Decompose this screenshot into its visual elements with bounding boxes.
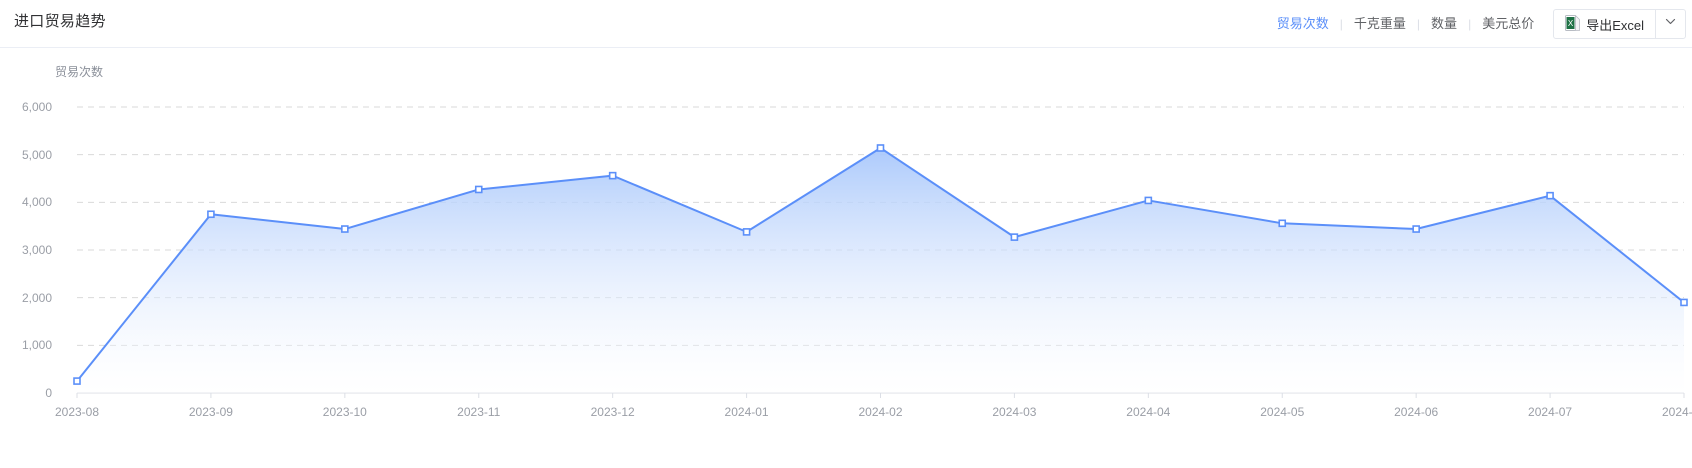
y-axis-tick-label: 6,000 xyxy=(21,100,52,114)
data-point[interactable] xyxy=(207,210,215,219)
header-actions: 贸易次数 | 千克重量 | 数量 | 美元总价 X 导出Excel xyxy=(1266,0,1686,48)
data-point[interactable] xyxy=(1144,196,1153,205)
metric-tab-4[interactable]: 美元总价 xyxy=(1482,16,1535,31)
data-point[interactable] xyxy=(608,171,617,180)
y-axis-title: 贸易次数 xyxy=(55,65,104,79)
tab-separator: | xyxy=(1468,17,1472,31)
x-axis-tick-label: 2024-05 xyxy=(1260,405,1305,419)
export-excel-button[interactable]: X 导出Excel xyxy=(1554,10,1655,38)
x-axis-tick-label: 2024-08 xyxy=(1661,405,1692,419)
x-axis-tick-label: 2023-09 xyxy=(188,405,233,419)
data-point[interactable] xyxy=(1680,298,1688,307)
svg-text:X: X xyxy=(1568,19,1574,28)
metric-tab-3[interactable]: 数量 xyxy=(1431,16,1458,31)
export-excel-label: 导出Excel xyxy=(1586,17,1644,33)
chevron-down-icon xyxy=(1664,15,1677,33)
tab-separator: | xyxy=(1416,17,1421,31)
excel-file-icon: X xyxy=(1565,14,1581,34)
data-point[interactable] xyxy=(341,225,349,233)
metric-tab-1[interactable]: 贸易次数 xyxy=(1276,16,1329,31)
x-axis-tick-label: 2024-07 xyxy=(1528,405,1573,419)
data-point[interactable] xyxy=(474,185,483,194)
panel-header: 进口贸易趋势 贸易次数 | 千克重量 | 数量 | 美元总价 X 导出Excel xyxy=(0,0,1692,48)
data-point[interactable] xyxy=(742,228,751,236)
y-axis-tick-label: 5,000 xyxy=(21,147,52,162)
series-area xyxy=(77,147,1684,393)
data-point[interactable] xyxy=(1010,233,1019,241)
metric-tab-2[interactable]: 千克重量 xyxy=(1353,16,1406,31)
y-axis-tick-label: 4,000 xyxy=(21,195,52,210)
x-axis-tick-label: 2024-03 xyxy=(992,405,1037,419)
data-point[interactable] xyxy=(876,144,885,152)
y-axis-tick-label: 0 xyxy=(45,386,52,400)
x-axis-tick-label: 2024-06 xyxy=(1394,405,1439,419)
x-axis-tick-label: 2024-02 xyxy=(858,405,903,419)
data-point[interactable] xyxy=(73,377,81,385)
x-axis-tick-label: 2024-04 xyxy=(1126,405,1171,419)
trade-trend-chart[interactable]: 贸易次数 0 1,000 2,000 3,000 4,000 5,000 6,000 202… xyxy=(0,48,1692,468)
metric-tab-group: 贸易次数 | 千克重量 | 数量 | 美元总价 xyxy=(1266,14,1545,34)
data-point[interactable] xyxy=(1546,191,1554,200)
y-axis-tick-label: 1,000 xyxy=(21,338,52,353)
data-point[interactable] xyxy=(1278,219,1287,228)
x-axis-tick-label: 2023-11 xyxy=(457,405,501,419)
chart-plot-area[interactable] xyxy=(0,48,1692,468)
x-axis-tick-label: 2024-01 xyxy=(724,405,769,419)
x-axis-tick-label: 2023-08 xyxy=(54,405,100,419)
y-axis-tick-label: 3,000 xyxy=(21,243,52,257)
export-button-group: X 导出Excel xyxy=(1553,9,1686,39)
page-title: 进口贸易趋势 xyxy=(14,13,106,30)
x-axis-tick-label: 2023-10 xyxy=(322,405,367,419)
export-dropdown-toggle[interactable] xyxy=(1655,10,1685,38)
data-point[interactable] xyxy=(1412,225,1420,233)
tab-separator: | xyxy=(1339,17,1343,31)
y-axis-tick-label: 2,000 xyxy=(21,290,52,305)
x-axis-tick-label: 2023-12 xyxy=(590,405,635,419)
